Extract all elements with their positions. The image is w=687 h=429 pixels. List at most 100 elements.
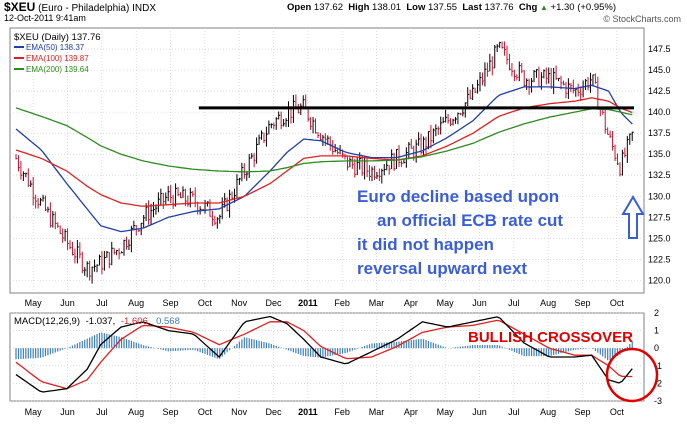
macd-x-tick: Feb xyxy=(334,407,350,417)
macd-y-tick: 2 xyxy=(654,308,659,318)
macd-legend-v3: 0.568 xyxy=(156,316,180,327)
price-grid xyxy=(10,28,644,293)
price-x-tick: Aug xyxy=(540,298,556,308)
open-label: Open xyxy=(287,2,312,13)
price-x-tick: 2011 xyxy=(298,298,318,308)
price-y-tick: 145.0 xyxy=(648,65,671,75)
macd-grid xyxy=(10,312,644,402)
price-y-tick: 130.0 xyxy=(648,191,671,201)
macd-x-tick: May xyxy=(25,407,43,417)
exchange: INDX xyxy=(132,3,156,14)
macd-x-tick: Apr xyxy=(404,407,418,417)
macd-x-tick: Sep xyxy=(162,407,178,417)
watermark: © StockCharts.com xyxy=(603,14,681,24)
ema200-line xyxy=(15,107,633,173)
macd-line xyxy=(15,315,633,393)
chg-up-icon: ▲ xyxy=(539,3,548,12)
price-x-tick: Apr xyxy=(404,298,418,308)
macd-x-tick: 2011 xyxy=(298,407,318,417)
macd-x-tick: Mar xyxy=(369,407,385,417)
macd-x-tick: Jul xyxy=(508,407,520,417)
price-x-tick: Nov xyxy=(231,298,248,308)
macd-y-tick: -2 xyxy=(654,378,662,388)
price-x-tick: Sep xyxy=(574,298,590,308)
ema50-line xyxy=(15,84,633,233)
last-label: Last xyxy=(462,2,482,13)
price-x-tick: Jul xyxy=(96,298,108,308)
macd-x-tick: Sep xyxy=(574,407,590,417)
chart-date: 12-Oct-2011 9:41am xyxy=(4,13,86,23)
legend-ema50: EMA(50) 138.37 xyxy=(26,43,85,52)
legend-main: $XEU (Daily) 137.76 xyxy=(14,32,101,43)
high-label: High xyxy=(348,2,370,13)
price-y-tick: 122.5 xyxy=(648,254,671,264)
annotation-line-2: an official ECB rate cut xyxy=(377,211,563,230)
macd-x-tick: Jun xyxy=(60,407,75,417)
macd-x-tick: Nov xyxy=(231,407,248,417)
macd-y-axis: 2 1 0 -1 -2 -3 xyxy=(654,308,662,406)
macd-x-tick: Dec xyxy=(265,407,282,417)
quote-summary: Open 137.62 High 138.01 Low 137.55 Last … xyxy=(287,2,616,13)
price-x-tick: Jun xyxy=(60,298,75,308)
price-x-tick: May xyxy=(25,298,43,308)
annotation-line-1: Euro decline based upon xyxy=(357,187,559,206)
price-y-tick: 120.0 xyxy=(648,275,671,285)
macd-histogram xyxy=(15,332,633,361)
macd-y-tick: -1 xyxy=(654,361,662,371)
price-x-tick: Oct xyxy=(610,298,625,308)
bullish-crossover-label: BULLISH CROSSOVER xyxy=(468,329,633,346)
macd-lines xyxy=(15,315,633,393)
macd-legend-label: MACD(12,26,9) xyxy=(14,316,80,327)
annotation-text: Euro decline based upon an official ECB … xyxy=(357,187,563,278)
crossover-circle xyxy=(605,347,659,403)
macd-x-axis: May Jun Jul Aug Sep Oct Nov Dec 2011 Feb Mar Apr May… xyxy=(25,407,625,417)
price-y-tick: 140.0 xyxy=(648,107,671,117)
macd-x-tick: May xyxy=(437,407,455,417)
price-y-tick: 142.5 xyxy=(648,86,671,96)
chg-value: +1.30 (+0.95%) xyxy=(550,2,617,13)
price-y-tick: 147.5 xyxy=(648,44,671,54)
macd-signal-line xyxy=(15,319,633,390)
macd-y-tick: -3 xyxy=(654,396,662,406)
macd-x-tick: Oct xyxy=(610,407,625,417)
price-y-tick: 125.0 xyxy=(648,233,671,243)
macd-legend-comma1: , xyxy=(113,316,116,327)
price-x-axis: May Jun Jul Aug Sep Oct Nov Dec 2011 Feb Mar Apr May… xyxy=(25,298,625,308)
price-x-tick: Aug xyxy=(128,298,144,308)
macd-x-tick: Jun xyxy=(472,407,487,417)
macd-legend-v1: -1.037 xyxy=(86,316,113,327)
price-x-tick: Dec xyxy=(265,298,282,308)
chart-header: $XEU (Euro - Philadelphia) INDX xyxy=(4,0,156,14)
macd-legend: MACD(12,26,9) -1.037, -1.606, 0.568 xyxy=(14,316,180,327)
macd-y-tick: 0 xyxy=(654,343,659,353)
last-value: 137.76 xyxy=(484,2,514,13)
price-x-tick: May xyxy=(437,298,455,308)
macd-x-tick: Aug xyxy=(128,407,144,417)
legend-ema200: EMA(200) 139.64 xyxy=(26,65,89,74)
price-x-tick: Oct xyxy=(198,298,213,308)
macd-x-tick: Jul xyxy=(96,407,108,417)
macd-label: MACD(12,26,9) -1.037, -1.606, 0.568 xyxy=(14,316,180,327)
price-y-tick: 127.5 xyxy=(648,212,671,222)
low-label: Low xyxy=(406,2,426,13)
price-x-tick: Sep xyxy=(162,298,178,308)
legend-ema100: EMA(100) 139.87 xyxy=(26,54,89,63)
price-legend: $XEU (Daily) 137.76 EMA(50) 138.37 EMA(1… xyxy=(14,32,101,74)
open-value: 137.62 xyxy=(313,2,343,13)
price-y-tick: 135.0 xyxy=(648,149,671,159)
instrument-name: (Euro - Philadelphia) xyxy=(38,3,130,14)
low-value: 137.55 xyxy=(428,2,458,13)
macd-legend-comma2: , xyxy=(148,316,151,327)
price-panel xyxy=(9,27,645,294)
symbol: $XEU xyxy=(4,0,36,14)
chg-label: Chg xyxy=(518,2,538,13)
price-x-tick: Feb xyxy=(334,298,350,308)
high-value: 138.01 xyxy=(372,2,402,13)
price-y-tick: 137.5 xyxy=(648,128,671,138)
price-x-tick: Mar xyxy=(369,298,385,308)
macd-panel xyxy=(9,312,645,402)
macd-y-tick: 1 xyxy=(654,326,659,336)
annotation-line-4: reversal upward next xyxy=(357,259,527,278)
